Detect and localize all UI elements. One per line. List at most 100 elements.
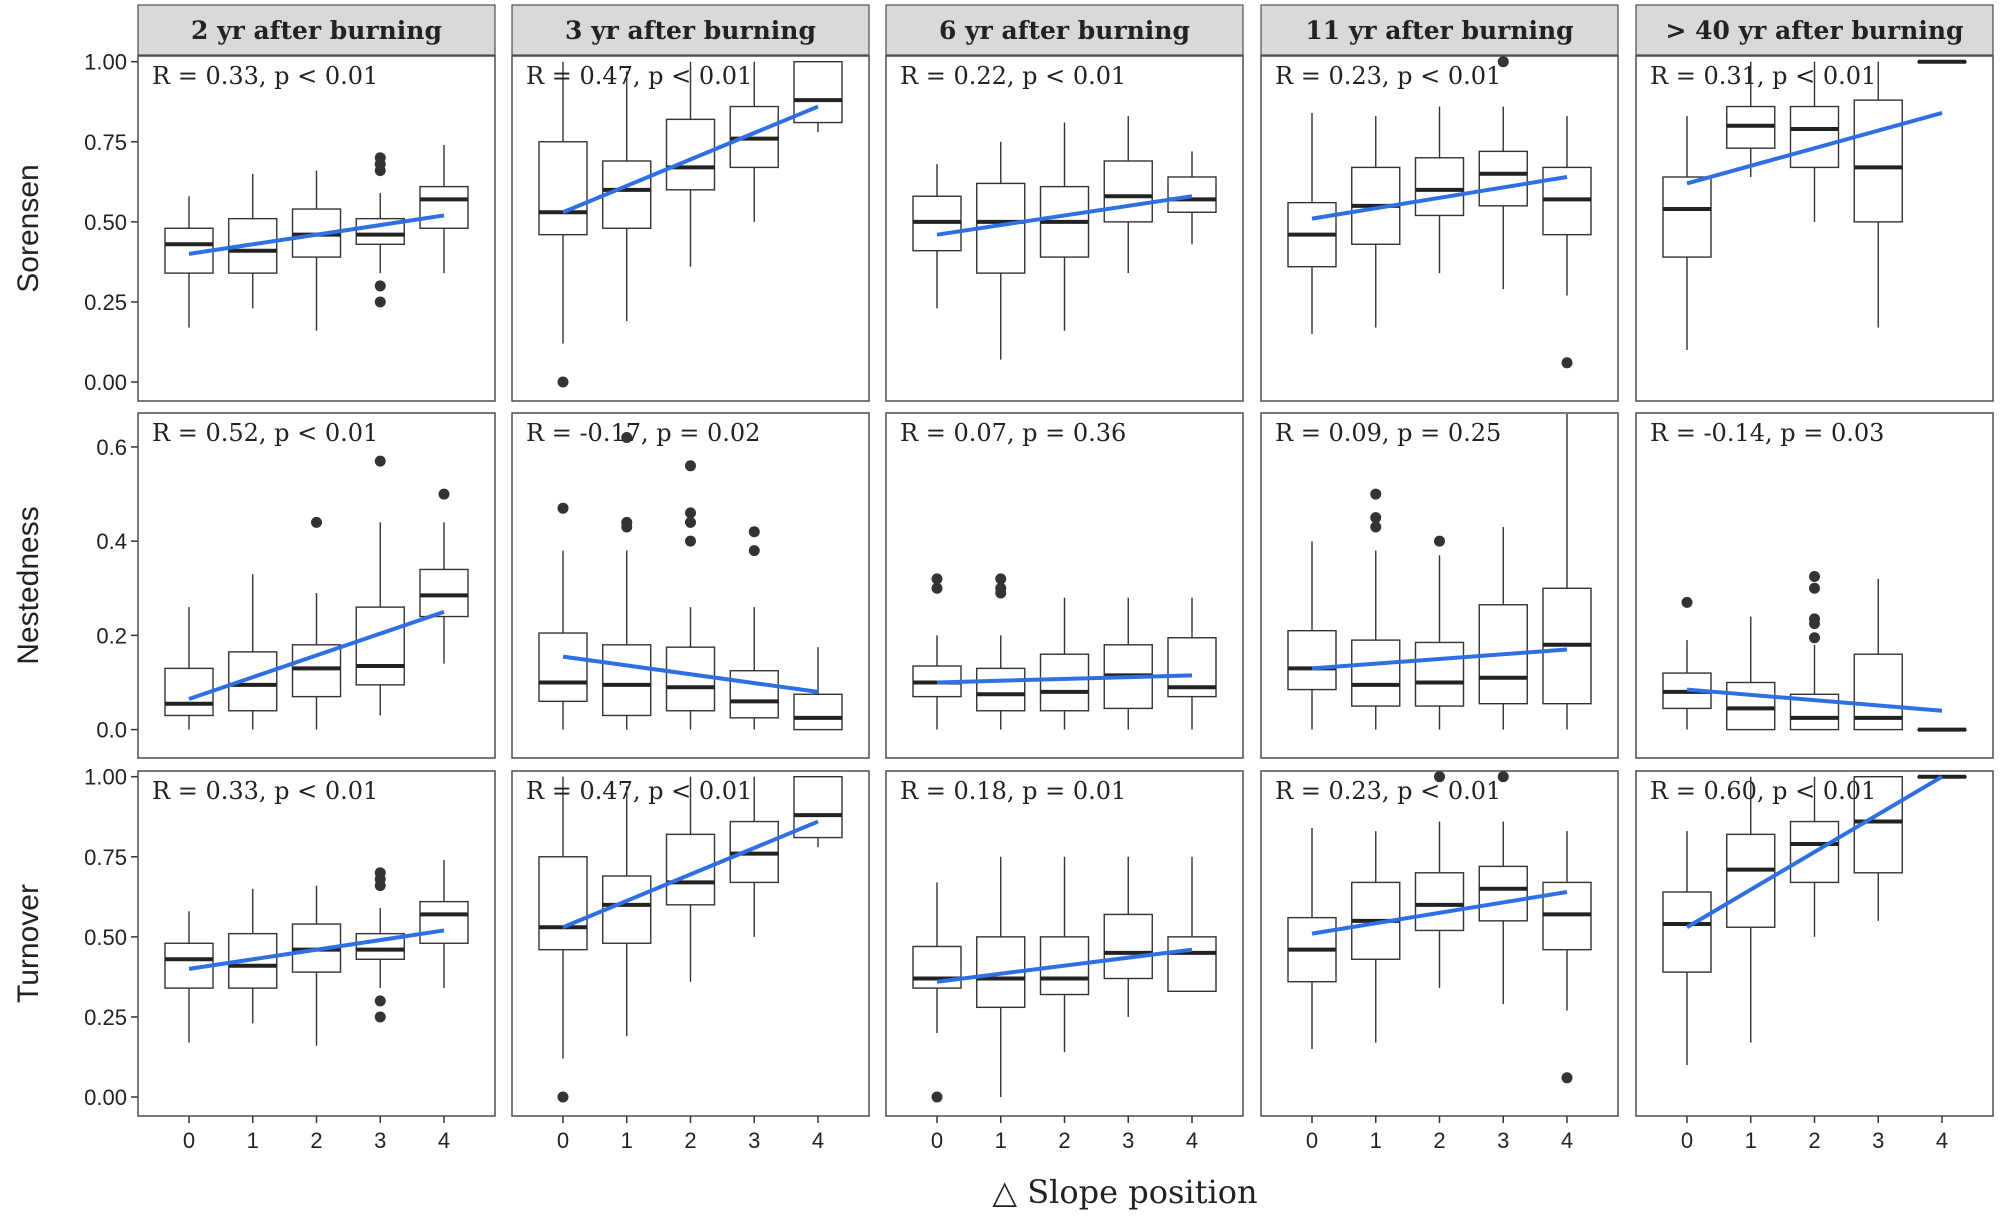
panel-strip-label: 6 yr after burning xyxy=(939,16,1190,45)
y-tick-label: 0.00 xyxy=(84,370,127,395)
x-tick-label: 0 xyxy=(1306,1128,1318,1153)
outlier-point xyxy=(557,502,569,514)
box-iqr xyxy=(602,160,652,229)
x-tick-label: 4 xyxy=(1561,1128,1573,1153)
outlier-point xyxy=(374,995,386,1007)
x-tick-label: 0 xyxy=(1681,1128,1693,1153)
outlier-point xyxy=(557,1091,569,1103)
box-iqr xyxy=(976,667,1026,712)
stat-annotation: R = 0.07, p = 0.36 xyxy=(900,419,1126,447)
x-tick-label: 4 xyxy=(1186,1128,1198,1153)
stat-annotation: R = -0.14, p = 0.03 xyxy=(1650,419,1884,447)
x-tick-label: 2 xyxy=(310,1128,322,1153)
stat-annotation: R = 0.52, p < 0.01 xyxy=(152,419,378,447)
outlier-point xyxy=(1561,357,1573,369)
box-iqr xyxy=(1103,913,1153,980)
regression-line xyxy=(1311,175,1568,221)
outlier-point xyxy=(1370,488,1382,500)
y-axis-label: Turnover xyxy=(12,884,45,1003)
x-tick-label: 4 xyxy=(438,1128,450,1153)
stat-annotation: R = 0.47, p < 0.01 xyxy=(526,777,752,805)
outlier-point xyxy=(374,165,386,177)
regression-line xyxy=(1686,687,1943,713)
y-tick-label: 1.00 xyxy=(84,50,127,75)
outlier-point xyxy=(995,587,1007,599)
y-tick-label: 0.0 xyxy=(96,718,127,743)
y-tick-label: 0.75 xyxy=(84,130,127,155)
outlier-point xyxy=(931,1091,943,1103)
panel-strip xyxy=(1260,4,1619,56)
x-tick-label: 3 xyxy=(748,1128,760,1153)
outlier-point xyxy=(374,280,386,292)
outlier-point xyxy=(1561,1072,1573,1084)
x-tick-label: 0 xyxy=(557,1128,569,1153)
box-iqr xyxy=(793,693,843,731)
y-tick-label: 0.4 xyxy=(96,529,127,554)
stat-annotation: R = 0.23, p < 0.01 xyxy=(1275,777,1501,805)
outlier-point xyxy=(374,880,386,892)
box-iqr xyxy=(1414,157,1465,217)
box-iqr xyxy=(291,644,342,698)
box-iqr xyxy=(355,606,405,686)
outlier-point xyxy=(1434,535,1445,547)
box-iqr xyxy=(912,945,962,989)
stat-annotation: R = 0.33, p < 0.01 xyxy=(152,62,378,90)
outlier-point xyxy=(748,526,760,538)
x-tick-label: 3 xyxy=(374,1128,386,1153)
box-iqr xyxy=(1414,872,1465,932)
x-tick-label: 2 xyxy=(1058,1128,1070,1153)
regression-line xyxy=(1686,111,1943,186)
outlier-point xyxy=(1681,596,1693,608)
box-iqr xyxy=(602,875,652,944)
outlier-point xyxy=(374,1011,386,1023)
box-iqr xyxy=(538,632,588,703)
regression-line xyxy=(188,213,445,256)
outlier-point xyxy=(1809,632,1820,644)
outlier-point xyxy=(557,376,569,388)
x-tick-label: 1 xyxy=(621,1128,633,1153)
outlier-point xyxy=(931,582,943,594)
stat-annotation: R = 0.31, p < 0.01 xyxy=(1650,62,1876,90)
outlier-point xyxy=(685,516,696,528)
box-iqr xyxy=(419,185,469,229)
x-tick-label: 0 xyxy=(183,1128,195,1153)
outlier-point xyxy=(374,296,386,308)
y-tick-label: 0.25 xyxy=(84,1005,127,1030)
x-tick-label: 1 xyxy=(247,1128,259,1153)
box-iqr xyxy=(1287,629,1337,691)
outlier-point xyxy=(374,455,386,467)
x-axis-label: △ Slope position xyxy=(992,1173,1257,1211)
box-iqr xyxy=(1167,176,1217,213)
panel-strip-label: 11 yr after burning xyxy=(1305,16,1573,45)
x-tick-label: 1 xyxy=(1370,1128,1382,1153)
box-iqr xyxy=(1478,865,1528,922)
x-tick-label: 3 xyxy=(1497,1128,1509,1153)
regression-line xyxy=(188,928,445,971)
box-iqr xyxy=(665,646,716,712)
outlier-point xyxy=(685,460,696,472)
panel-strip-label: 2 yr after burning xyxy=(191,16,442,45)
stat-annotation: R = 0.47, p < 0.01 xyxy=(526,62,752,90)
box-iqr xyxy=(1103,160,1153,223)
outlier-point xyxy=(685,507,696,519)
outlier-point xyxy=(621,432,633,444)
y-tick-label: 0.75 xyxy=(84,845,127,870)
y-tick-label: 0.25 xyxy=(84,290,127,315)
panel-strip xyxy=(885,4,1244,56)
y-tick-label: 0.50 xyxy=(84,210,127,235)
stat-annotation: R = 0.33, p < 0.01 xyxy=(152,777,378,805)
outlier-point xyxy=(685,535,696,547)
box-iqr xyxy=(1662,891,1712,973)
outlier-point xyxy=(748,545,760,557)
outlier-point xyxy=(1809,571,1820,583)
box-iqr xyxy=(538,141,588,236)
panel-strip xyxy=(511,4,870,56)
stat-annotation: R = -0.17, p = 0.02 xyxy=(526,419,760,447)
box-iqr xyxy=(1351,639,1401,707)
x-tick-label: 3 xyxy=(1872,1128,1884,1153)
y-tick-label: 0.6 xyxy=(96,435,127,460)
regression-line xyxy=(188,609,445,701)
outlier-point xyxy=(621,521,633,533)
